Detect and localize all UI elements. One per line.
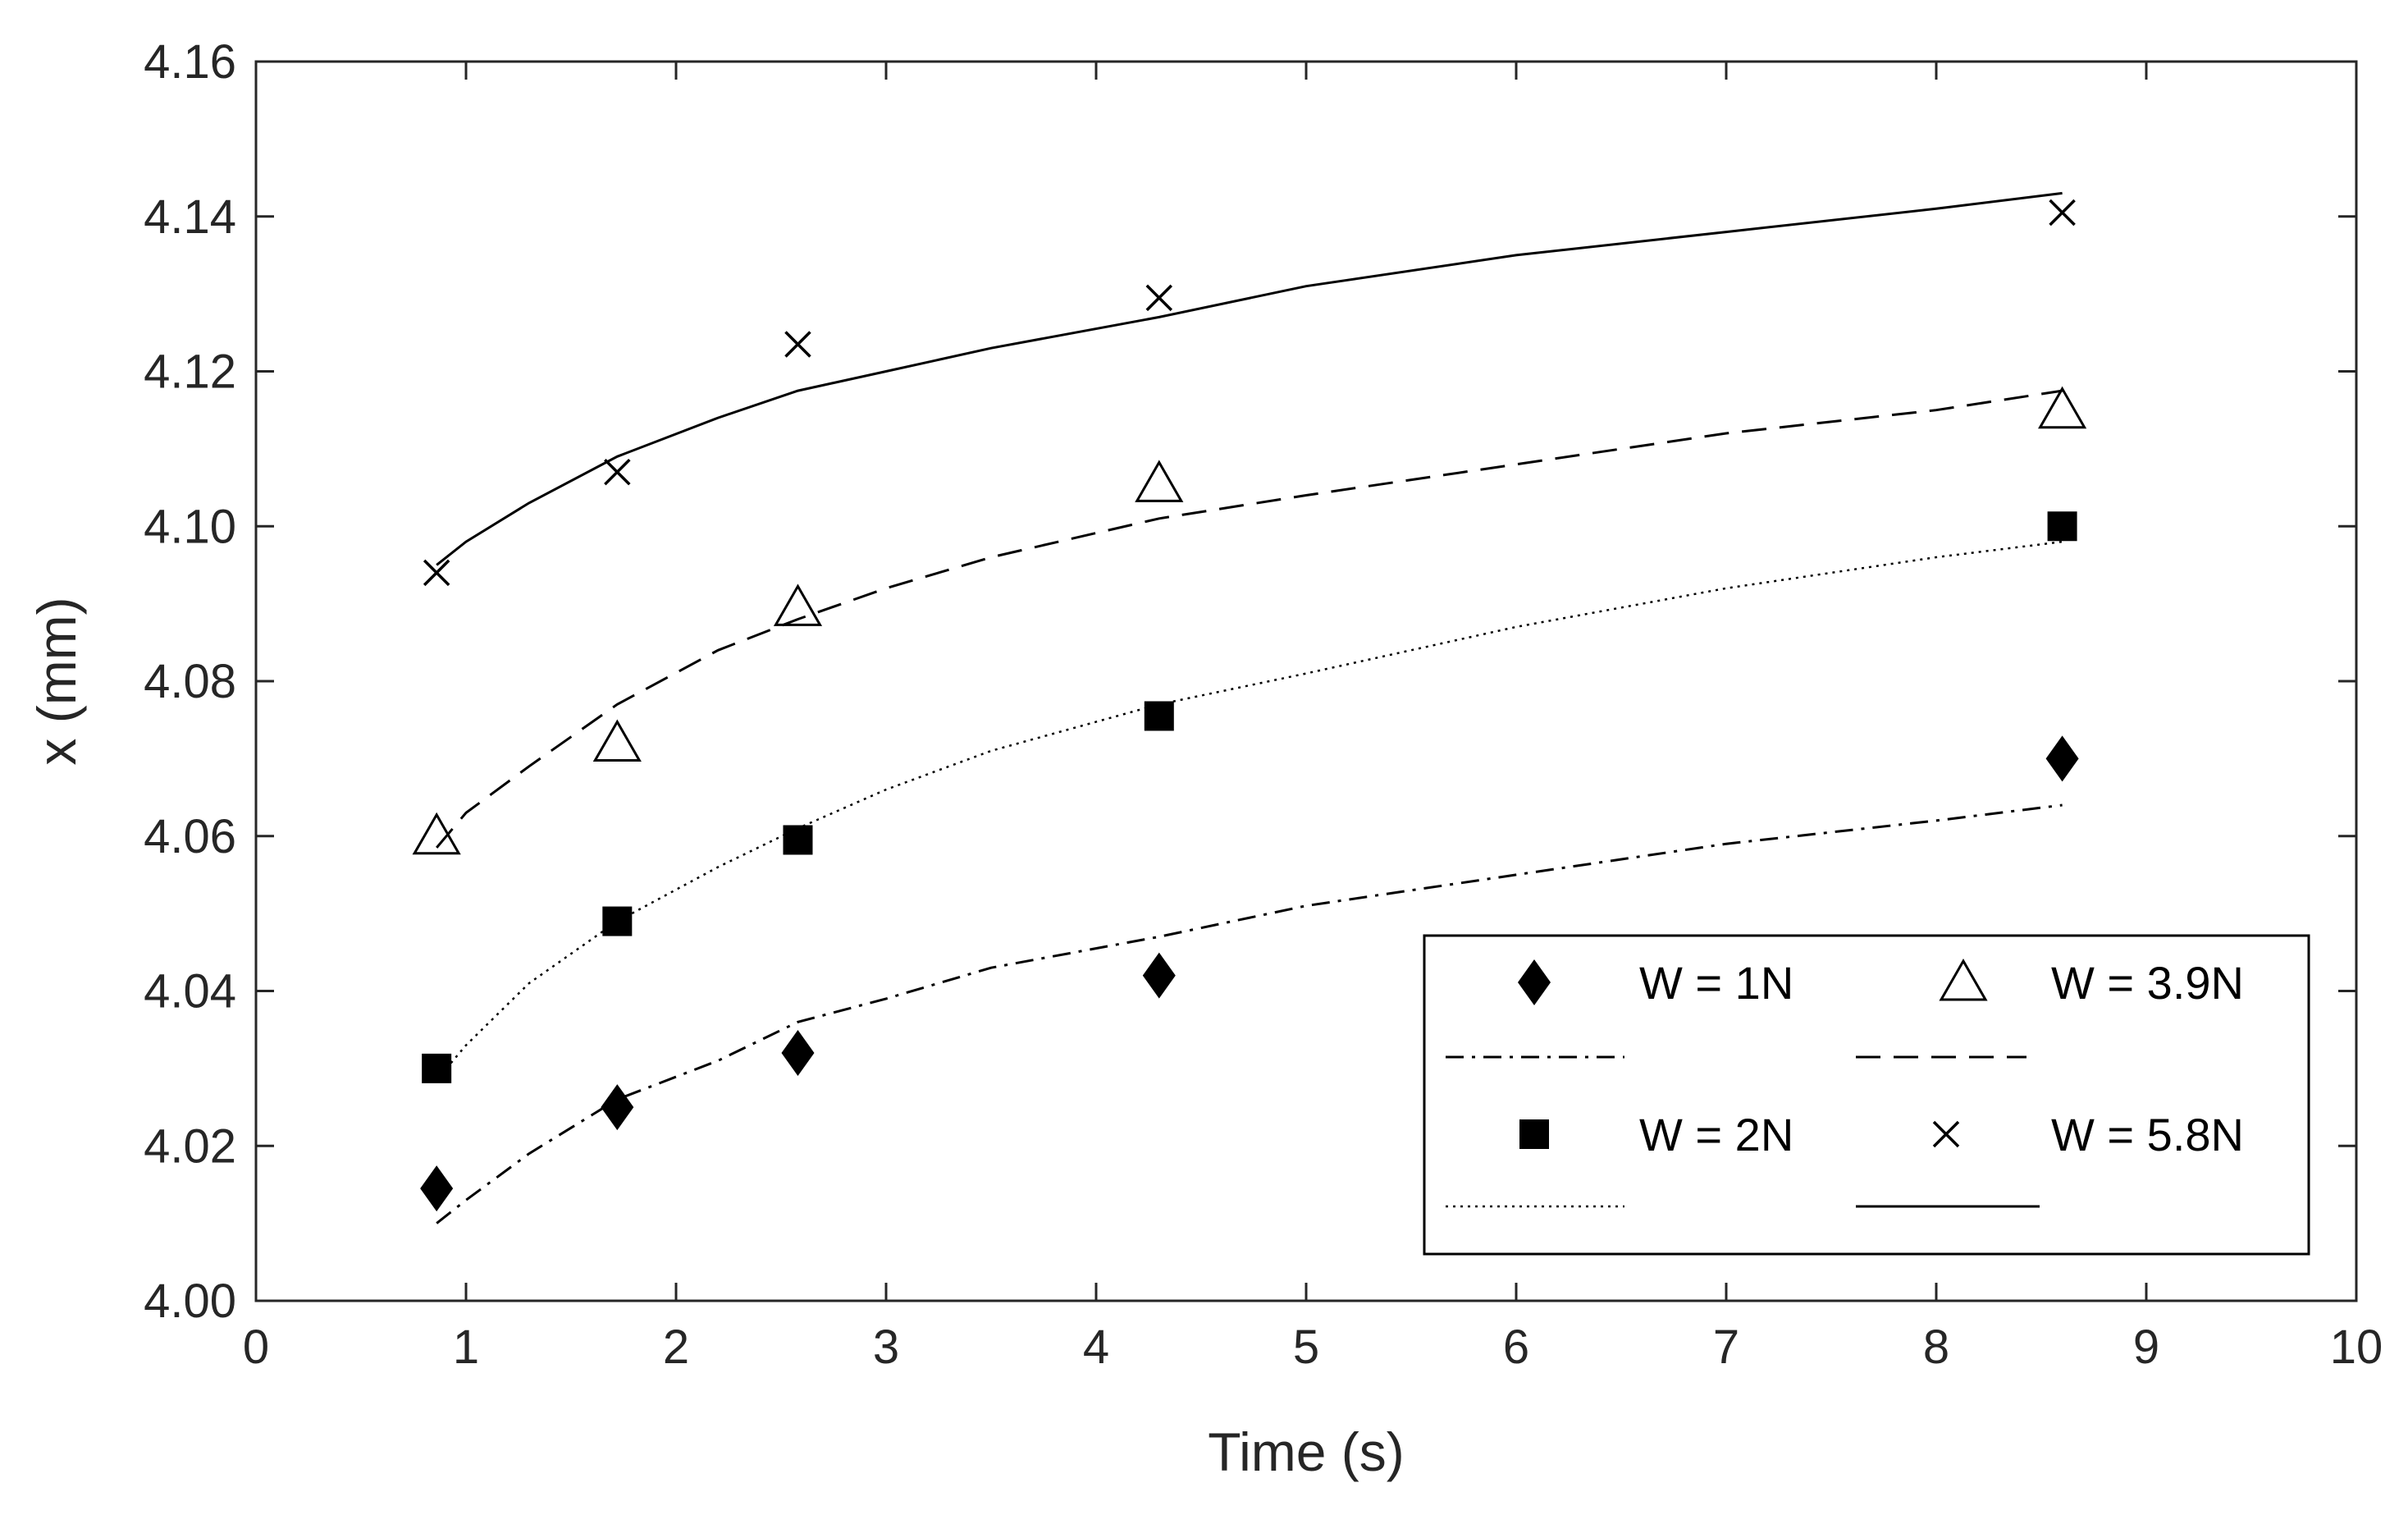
y-axis-label: x (mm) (26, 597, 87, 765)
axis-ticks: 0 1 2 3 4 5 6 7 8 9 10 4.00 4.02 4.04 4.06 4.08 4.10 4.12… (144, 35, 2383, 1374)
fit-line-w3.9n (436, 389, 2063, 849)
x-tick-label: 10 (2330, 1320, 2383, 1374)
data-point-w3.9n (773, 584, 823, 626)
x-tick-label: 4 (1083, 1320, 1109, 1374)
x-tick-label: 6 (1503, 1320, 1529, 1374)
legend-marker-w2n (1519, 1119, 1549, 1149)
data-point-w2n (2047, 511, 2077, 542)
y-tick-label: 4.16 (144, 35, 236, 89)
fit-lines (436, 191, 2063, 1224)
legend-label-w1n: W = 1N (1639, 957, 1793, 1009)
data-point-w3.9n (412, 812, 461, 855)
x-tick-label: 7 (1713, 1320, 1739, 1374)
data-point-w1n (420, 1165, 454, 1212)
legend-marker-w1n (1518, 959, 1551, 1005)
data-point-w3.9n (2038, 386, 2087, 429)
x-tick-label: 2 (663, 1320, 689, 1374)
data-point-w3.9n (1135, 460, 1184, 502)
y-tick-label: 4.06 (144, 810, 236, 863)
data-point-w5.8n (423, 559, 450, 587)
fit-line-w5.8n (436, 191, 2063, 566)
fit-line-w1n (436, 803, 2063, 1224)
x-tick-label: 9 (2133, 1320, 2159, 1374)
legend-label-w2n: W = 2N (1639, 1109, 1793, 1160)
data-point-w1n (2045, 735, 2079, 782)
data-point-w2n (602, 906, 633, 936)
x-tick-label: 0 (243, 1320, 269, 1374)
y-tick-label: 4.08 (144, 655, 236, 708)
data-point-w2n (422, 1053, 452, 1083)
data-point-w3.9n (592, 719, 642, 762)
legend-box (1423, 934, 2310, 1256)
data-point-w5.8n (1145, 284, 1173, 312)
legend-label-w3.9n: W = 3.9N (2051, 957, 2244, 1009)
x-tick-label: 1 (453, 1320, 479, 1374)
data-point-w5.8n (2049, 199, 2076, 227)
legend: W = 1N W = 3.9N W = 2N W = 5.8N (1423, 934, 2310, 1256)
legend-marker-w3.9n (1939, 958, 1988, 1001)
x-tick-label: 3 (873, 1320, 899, 1374)
data-markers (412, 199, 2087, 1212)
y-tick-label: 4.04 (144, 965, 236, 1018)
data-point-w5.8n (604, 458, 631, 486)
x-tick-label: 8 (1923, 1320, 1949, 1374)
data-point-w1n (1142, 952, 1176, 999)
legend-marker-w5.8n (1932, 1120, 1960, 1148)
y-tick-label: 4.00 (144, 1275, 236, 1328)
y-tick-label: 4.10 (144, 500, 236, 553)
y-tick-label: 4.12 (144, 346, 236, 399)
x-axis-label: Time (s) (1208, 1421, 1405, 1482)
data-point-w5.8n (784, 331, 811, 358)
data-point-w1n (781, 1030, 815, 1076)
y-tick-label: 4.02 (144, 1119, 236, 1173)
y-tick-label: 4.14 (144, 190, 236, 244)
data-point-w2n (1144, 701, 1174, 731)
data-point-w2n (783, 825, 813, 855)
data-point-w1n (601, 1084, 634, 1131)
x-tick-label: 5 (1293, 1320, 1319, 1374)
legend-label-w5.8n: W = 5.8N (2051, 1109, 2244, 1160)
